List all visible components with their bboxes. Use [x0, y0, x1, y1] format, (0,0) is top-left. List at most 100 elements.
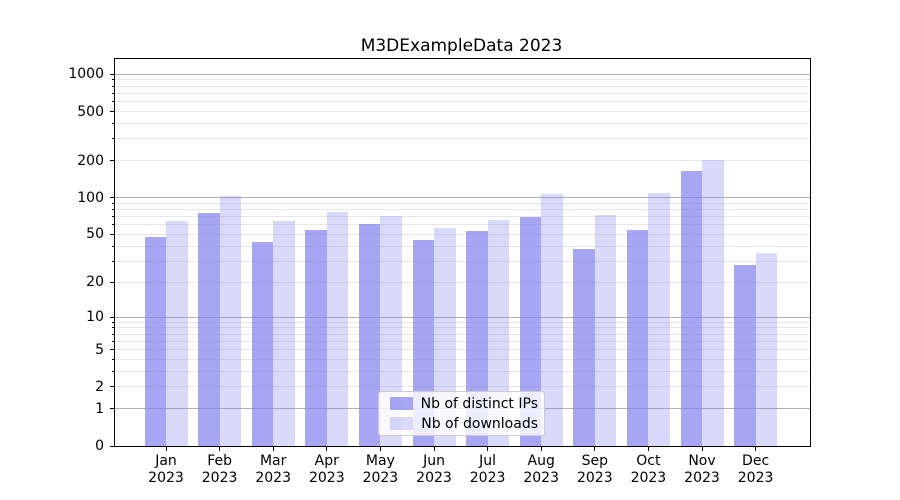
y-minor-tick-mark: [112, 138, 114, 140]
gridline-minor: [115, 340, 810, 342]
x-tick-mark: [165, 447, 167, 451]
y-tick-mark: [110, 281, 114, 283]
gridline-minor: [115, 321, 810, 323]
y-axis-tick-label: 1000: [68, 66, 104, 83]
gridline-minor: [115, 358, 810, 360]
x-tick-mark: [647, 447, 649, 451]
gridline-major: [115, 197, 810, 199]
y-tick-mark: [110, 197, 114, 199]
y-minor-tick-mark: [112, 202, 114, 204]
gridline-minor: [115, 138, 810, 140]
bar-downloads: [702, 160, 724, 446]
y-minor-tick-mark: [112, 349, 114, 351]
bar-downloads: [648, 192, 670, 446]
legend-swatch-distinct-ips: [390, 397, 413, 410]
gridline-minor: [115, 224, 810, 226]
y-axis-tick-label: 200: [77, 152, 104, 169]
y-minor-tick-mark: [112, 370, 114, 372]
legend-label-distinct-ips: Nb of distinct IPs: [420, 395, 538, 412]
x-axis-tick-label: Feb 2023: [201, 453, 238, 486]
bar-distinct-ips: [680, 170, 702, 446]
x-axis-tick-label: Jun 2023: [416, 453, 452, 486]
x-axis-tick-label: Oct 2023: [630, 453, 667, 486]
y-minor-tick-mark: [112, 333, 114, 335]
gridline-minor: [115, 370, 810, 372]
y-minor-tick-mark: [112, 79, 114, 81]
gridline-major: [115, 316, 810, 318]
legend-swatch-downloads: [390, 417, 414, 430]
y-tick-mark: [110, 160, 114, 162]
y-minor-tick-mark: [112, 209, 114, 211]
x-axis-tick-label: Mar 2023: [255, 453, 291, 486]
y-axis-tick-label: 500: [77, 103, 104, 120]
y-tick-mark: [110, 408, 114, 410]
x-axis-tick-label: Sep 2023: [576, 453, 613, 486]
x-axis-tick-label: Dec 2023: [737, 453, 774, 486]
x-axis-tick-label: Aug 2023: [523, 453, 559, 486]
y-minor-tick-mark: [112, 123, 114, 125]
x-axis-tick-label: Jan 2023: [148, 453, 184, 486]
x-tick-mark: [326, 447, 328, 451]
y-axis-tick-label: 1: [95, 400, 104, 417]
gridline-minor: [115, 160, 810, 162]
bar-distinct-ips: [358, 223, 381, 446]
y-minor-tick-mark: [112, 260, 114, 262]
gridline-minor: [115, 92, 810, 94]
chart-title: M3DExampleData 2023: [360, 36, 563, 56]
bar-downloads: [541, 193, 563, 446]
bar-distinct-ips: [734, 264, 756, 446]
gridline-minor: [115, 111, 810, 113]
y-tick-mark: [110, 73, 114, 75]
y-minor-tick-mark: [112, 111, 114, 113]
gridline-minor: [115, 333, 810, 335]
bar-distinct-ips: [519, 216, 542, 446]
bar-distinct-ips: [198, 213, 220, 446]
y-axis-tick-label: 20: [86, 274, 104, 291]
y-tick-mark: [110, 316, 114, 318]
gridline-minor: [115, 202, 810, 204]
y-axis-tick-label: 5: [95, 341, 104, 358]
x-tick-mark: [487, 447, 489, 451]
y-tick-mark: [110, 386, 114, 388]
plot-area: [114, 58, 811, 447]
y-minor-tick-mark: [112, 321, 114, 323]
bar-downloads: [273, 220, 295, 446]
bar-distinct-ips: [305, 230, 327, 446]
gridline-minor: [115, 386, 810, 388]
x-tick-mark: [433, 447, 435, 451]
gridline-minor: [115, 123, 810, 125]
legend: Nb of distinct IPs Nb of downloads: [378, 391, 545, 436]
gridline-minor: [115, 101, 810, 103]
bar-downloads: [326, 212, 349, 446]
gridline-minor: [115, 281, 810, 283]
bar-downloads: [166, 221, 188, 446]
bar-downloads: [487, 219, 510, 446]
x-axis-tick-label: Apr 2023: [308, 453, 345, 486]
gridline-minor: [115, 245, 810, 247]
y-minor-tick-mark: [112, 85, 114, 87]
x-tick-mark: [272, 447, 274, 451]
y-axis-tick-label: 100: [77, 189, 104, 206]
y-minor-tick-mark: [112, 358, 114, 360]
gridline-major: [115, 73, 810, 75]
x-tick-mark: [594, 447, 596, 451]
bar-distinct-ips: [144, 236, 166, 446]
y-axis-tick-label: 0: [95, 438, 104, 454]
y-minor-tick-mark: [112, 340, 114, 342]
x-tick-mark: [701, 447, 703, 451]
x-axis-tick-label: May 2023: [362, 453, 399, 486]
gridline-minor: [115, 327, 810, 329]
bar-downloads: [594, 215, 617, 446]
y-tick-mark: [110, 445, 114, 447]
y-minor-tick-mark: [112, 92, 114, 94]
y-axis-tick-label: 2: [95, 378, 104, 395]
bar-distinct-ips: [626, 230, 649, 446]
bar-downloads: [219, 195, 242, 446]
x-tick-mark: [755, 447, 757, 451]
legend-item-downloads: Nb of downloads: [385, 416, 538, 432]
x-tick-mark: [219, 447, 221, 451]
y-minor-tick-mark: [112, 245, 114, 247]
y-minor-tick-mark: [112, 233, 114, 235]
gridline-minor: [115, 349, 810, 351]
